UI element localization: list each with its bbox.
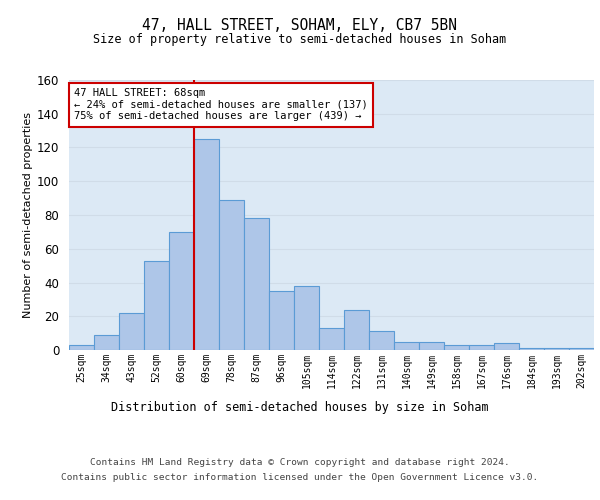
Text: Contains public sector information licensed under the Open Government Licence v3: Contains public sector information licen… bbox=[61, 473, 539, 482]
Bar bbox=[444, 345, 469, 350]
Bar bbox=[494, 343, 519, 350]
Bar bbox=[119, 313, 144, 350]
Bar bbox=[269, 291, 294, 350]
Bar bbox=[419, 342, 444, 350]
Bar bbox=[394, 342, 419, 350]
Bar bbox=[469, 345, 494, 350]
Bar bbox=[219, 200, 244, 350]
Text: Size of property relative to semi-detached houses in Soham: Size of property relative to semi-detach… bbox=[94, 32, 506, 46]
Text: Distribution of semi-detached houses by size in Soham: Distribution of semi-detached houses by … bbox=[111, 401, 489, 414]
Text: 47, HALL STREET, SOHAM, ELY, CB7 5BN: 47, HALL STREET, SOHAM, ELY, CB7 5BN bbox=[143, 18, 458, 32]
Y-axis label: Number of semi-detached properties: Number of semi-detached properties bbox=[23, 112, 33, 318]
Bar bbox=[94, 335, 119, 350]
Text: Contains HM Land Registry data © Crown copyright and database right 2024.: Contains HM Land Registry data © Crown c… bbox=[90, 458, 510, 467]
Bar bbox=[169, 232, 194, 350]
Bar bbox=[544, 348, 569, 350]
Bar bbox=[519, 348, 544, 350]
Bar bbox=[344, 310, 369, 350]
Bar bbox=[144, 260, 169, 350]
Bar bbox=[369, 332, 394, 350]
Bar bbox=[69, 345, 94, 350]
Bar bbox=[294, 286, 319, 350]
Text: 47 HALL STREET: 68sqm
← 24% of semi-detached houses are smaller (137)
75% of sem: 47 HALL STREET: 68sqm ← 24% of semi-deta… bbox=[74, 88, 368, 122]
Bar bbox=[319, 328, 344, 350]
Bar bbox=[244, 218, 269, 350]
Bar bbox=[194, 139, 219, 350]
Bar bbox=[569, 348, 594, 350]
